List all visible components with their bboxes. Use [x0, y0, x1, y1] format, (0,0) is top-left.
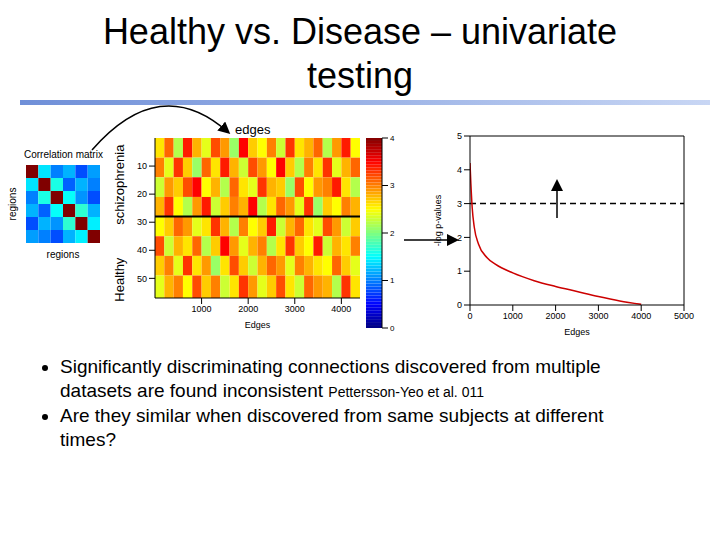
svg-text:Edges: Edges	[245, 320, 271, 330]
svg-text:Healthy: Healthy	[112, 257, 127, 302]
svg-text:2000: 2000	[546, 311, 566, 321]
svg-text:regions: regions	[47, 249, 80, 260]
svg-text:30: 30	[137, 217, 147, 227]
svg-text:3000: 3000	[285, 304, 305, 314]
svg-text:edges: edges	[235, 122, 271, 137]
svg-text:20: 20	[137, 189, 147, 199]
svg-text:40: 40	[137, 245, 147, 255]
svg-text:1000: 1000	[503, 311, 523, 321]
svg-text:10: 10	[137, 161, 147, 171]
svg-text:0: 0	[390, 324, 395, 333]
svg-text:5: 5	[457, 131, 462, 141]
svg-text:3: 3	[390, 181, 395, 190]
svg-text:schizophrenia: schizophrenia	[112, 144, 127, 225]
html-text:Healthy vs. Disease – univaria: Healthy vs. Disease – univariate	[102, 11, 618, 52]
svg-text:1: 1	[390, 276, 395, 285]
svg-text:1000: 1000	[192, 304, 212, 314]
svg-text:Correlation matrix: Correlation matrix	[24, 149, 103, 160]
svg-text:Edges: Edges	[564, 327, 590, 337]
svg-text:regions: regions	[8, 188, 18, 221]
svg-text:4000: 4000	[631, 311, 651, 321]
svg-text:4000: 4000	[331, 304, 351, 314]
svg-text:4: 4	[457, 165, 462, 175]
svg-text:3: 3	[457, 199, 462, 209]
svg-text:3000: 3000	[588, 311, 608, 321]
svg-text:5000: 5000	[674, 311, 694, 321]
svg-text:1: 1	[457, 266, 462, 276]
svg-text:0: 0	[467, 311, 472, 321]
svg-text:-log p-values: -log p-values	[433, 194, 443, 246]
svg-text:0: 0	[457, 300, 462, 310]
svg-text:50: 50	[137, 274, 147, 284]
svg-text:2: 2	[457, 233, 462, 243]
html-text:Are they similar when discover: Are they similar when discovered from sa…	[60, 405, 604, 450]
svg-text:2000: 2000	[238, 304, 258, 314]
html-text:Significantly discriminating c: Significantly discriminating connections…	[60, 356, 601, 401]
svg-text:2: 2	[390, 229, 395, 238]
html-text:testing: testing	[307, 55, 413, 96]
svg-text:4: 4	[390, 134, 395, 143]
